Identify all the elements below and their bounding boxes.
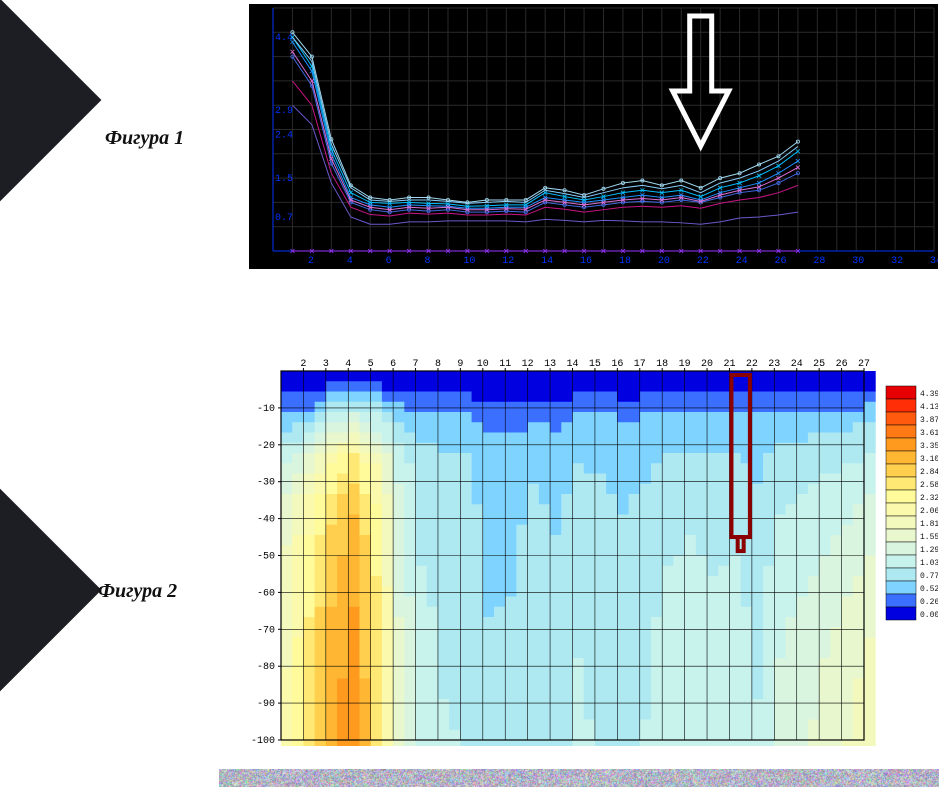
svg-text:2.06: 2.06	[920, 507, 938, 516]
svg-text:30: 30	[852, 256, 864, 267]
chart2-container: 2345678910111213141516171819202122232425…	[241, 353, 938, 746]
chart1-plot: 0.71.52.42.94.42468101214161820222426283…	[249, 4, 934, 269]
svg-text:-20: -20	[257, 441, 275, 452]
svg-text:-90: -90	[257, 699, 275, 710]
svg-text:2.58: 2.58	[920, 481, 938, 490]
svg-text:20: 20	[658, 256, 670, 267]
noise-bar	[219, 769, 939, 787]
svg-text:0.77: 0.77	[920, 572, 938, 581]
svg-text:32: 32	[891, 256, 903, 267]
svg-text:4: 4	[347, 256, 353, 267]
svg-text:0.26: 0.26	[920, 598, 938, 607]
svg-text:6: 6	[386, 256, 392, 267]
svg-text:14: 14	[541, 256, 553, 267]
svg-text:4.4: 4.4	[275, 33, 293, 44]
svg-text:8: 8	[425, 256, 431, 267]
svg-text:-70: -70	[257, 625, 275, 636]
svg-text:-60: -60	[257, 588, 275, 599]
svg-text:26: 26	[774, 256, 786, 267]
svg-text:0.00: 0.00	[920, 611, 938, 620]
svg-text:2.4: 2.4	[275, 130, 293, 141]
svg-text:3.10: 3.10	[920, 455, 938, 464]
svg-text:-50: -50	[257, 552, 275, 563]
svg-text:2.32: 2.32	[920, 494, 938, 503]
svg-text:-80: -80	[257, 662, 275, 673]
svg-text:12: 12	[502, 256, 514, 267]
svg-text:34: 34	[930, 256, 938, 267]
svg-text:2.9: 2.9	[275, 106, 293, 117]
svg-text:-10: -10	[257, 404, 275, 415]
svg-text:1.81: 1.81	[920, 520, 938, 529]
svg-text:2.84: 2.84	[920, 468, 938, 477]
svg-text:-40: -40	[257, 515, 275, 526]
svg-text:0.52: 0.52	[920, 585, 938, 594]
svg-text:22: 22	[697, 256, 709, 267]
svg-text:4.39: 4.39	[920, 390, 938, 399]
svg-text:3.35: 3.35	[920, 442, 938, 451]
chart1-container: 0.71.52.42.94.42468101214161820222426283…	[241, 0, 938, 273]
svg-text:10: 10	[463, 256, 475, 267]
svg-text:1.55: 1.55	[920, 533, 938, 542]
svg-text:28: 28	[813, 256, 825, 267]
svg-text:1.03: 1.03	[920, 559, 938, 568]
svg-text:2: 2	[308, 256, 314, 267]
svg-text:1.29: 1.29	[920, 546, 938, 555]
svg-text:24: 24	[736, 256, 748, 267]
figure1-label: Фигура 1	[105, 127, 184, 150]
figure2-label: Фигура 2	[98, 580, 177, 603]
svg-text:3.61: 3.61	[920, 429, 938, 438]
svg-text:-100: -100	[251, 736, 275, 746]
svg-text:16: 16	[580, 256, 592, 267]
svg-text:0.7: 0.7	[275, 213, 293, 224]
svg-text:4.13: 4.13	[920, 403, 938, 412]
svg-text:3.87: 3.87	[920, 416, 938, 425]
svg-text:1.5: 1.5	[275, 174, 293, 185]
svg-text:18: 18	[619, 256, 631, 267]
svg-text:-30: -30	[257, 478, 275, 489]
